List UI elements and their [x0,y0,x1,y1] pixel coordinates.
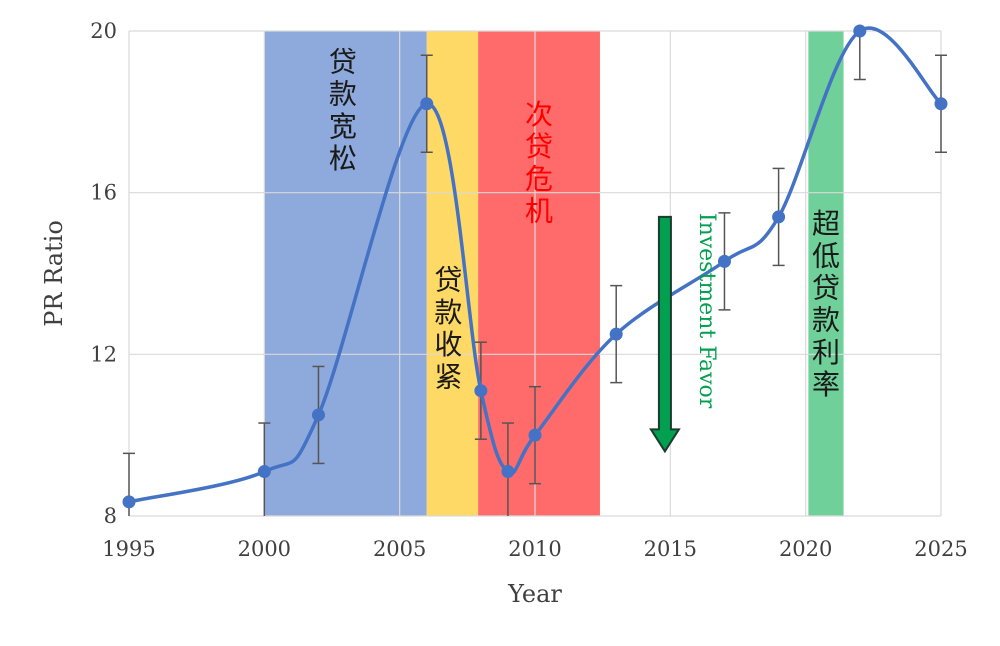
x-tick-label-5: 2020 [779,537,832,561]
data-point-0-2 [311,408,325,422]
data-point-0-8 [717,254,731,268]
x-tick-label-2: 2005 [373,537,426,561]
data-point-0-7 [609,327,623,341]
y-tick-label-0: 8 [104,504,117,528]
y-tick-label-3: 20 [90,19,117,43]
x-tick-label-3: 2010 [508,537,561,561]
region-label-3: 超低贷款利率 [812,207,840,401]
data-point-0-6 [528,428,542,442]
data-point-0-1 [257,465,271,479]
data-point-0-5 [501,465,515,479]
data-point-0-9 [772,210,786,224]
x-tick-label-0: 1995 [102,537,155,561]
region-labels: 贷款宽松贷款收紧 次贷危机超低贷款利率 [329,45,840,401]
y-tick-label-2: 16 [90,181,117,205]
y-tick-label-1: 12 [90,342,117,366]
investment-arrow [649,215,681,454]
x-tick-label-6: 2025 [914,537,967,561]
x-axis-title: Year [507,580,562,608]
data-point-0-11 [934,97,948,111]
investment-annotation: Investment Favor [649,213,719,454]
data-series [122,24,948,509]
investment-favor-label: Investment Favor [694,213,719,409]
region-label-2: 次贷危机 [525,98,553,228]
x-tick-label-1: 2000 [238,537,291,561]
data-point-0-4 [474,384,488,398]
axes: 1995 2000 2005 2010 2015 2020 2025 8 12 16 20 [90,19,967,561]
region-label-0: 贷款宽松 [329,45,357,175]
x-tick-label-4: 2015 [644,537,697,561]
data-point-0-3 [420,97,434,111]
region-band-3 [808,31,844,516]
data-point-0-0 [122,495,136,509]
region-label-1: 贷款收紧 [434,264,462,394]
y-axis-title: PR Ratio [40,220,68,327]
data-point-0-10 [853,24,867,38]
